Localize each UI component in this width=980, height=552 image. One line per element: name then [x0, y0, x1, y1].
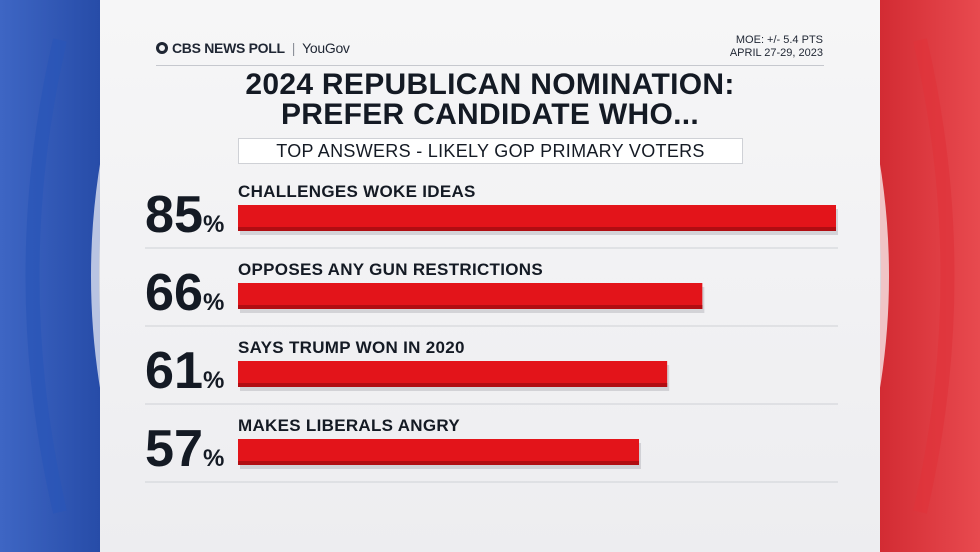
value-label: 66 — [145, 264, 203, 322]
brand-logo: CBS NEWS POLL | YouGov — [156, 40, 350, 56]
bar — [238, 205, 836, 231]
poll-dates: APRIL 27-29, 2023 — [729, 47, 823, 59]
bar-label: OPPOSES ANY GUN RESTRICTIONS — [238, 260, 543, 279]
cbs-eye-icon — [156, 42, 168, 54]
bar-bottom-edge — [238, 383, 668, 387]
bar-bottom-edge — [238, 305, 703, 309]
value-label: 57 — [145, 420, 203, 478]
margin-of-error: MOE: +/- 5.4 PTS — [735, 34, 823, 46]
bar-label: MAKES LIBERALS ANGRY — [238, 416, 460, 435]
value-label: 85 — [145, 186, 203, 244]
value-unit: % — [203, 445, 224, 472]
chart-title-line-2: PREFER CANDIDATE WHO... — [280, 98, 699, 131]
value-unit: % — [203, 289, 224, 316]
bar-label: CHALLENGES WOKE IDEAS — [238, 182, 476, 201]
value-label: 61 — [145, 342, 203, 400]
header-divider — [156, 65, 824, 66]
bar-bottom-edge — [238, 461, 640, 465]
brand-separator: | — [291, 40, 296, 56]
bar — [238, 361, 668, 387]
value-unit: % — [203, 211, 224, 238]
bar-bottom-edge — [238, 227, 836, 231]
chart-title: 2024 REPUBLICAN NOMINATION: PREFER CANDI… — [156, 70, 824, 130]
chart-title-line-1: 2024 REPUBLICAN NOMINATION: — [245, 68, 735, 101]
poll-info: MOE: +/- 5.4 PTS APRIL 27-29, 2023 — [730, 34, 823, 60]
bar — [238, 439, 640, 465]
bar — [238, 283, 703, 309]
brand-partner: YouGov — [302, 40, 350, 56]
bar-label: SAYS TRUMP WON IN 2020 — [238, 338, 465, 357]
value-unit: % — [203, 367, 224, 394]
brand-network: CBS NEWS POLL — [172, 40, 285, 56]
chart-subtitle: TOP ANSWERS - LIKELY GOP PRIMARY VOTERS — [238, 138, 743, 164]
